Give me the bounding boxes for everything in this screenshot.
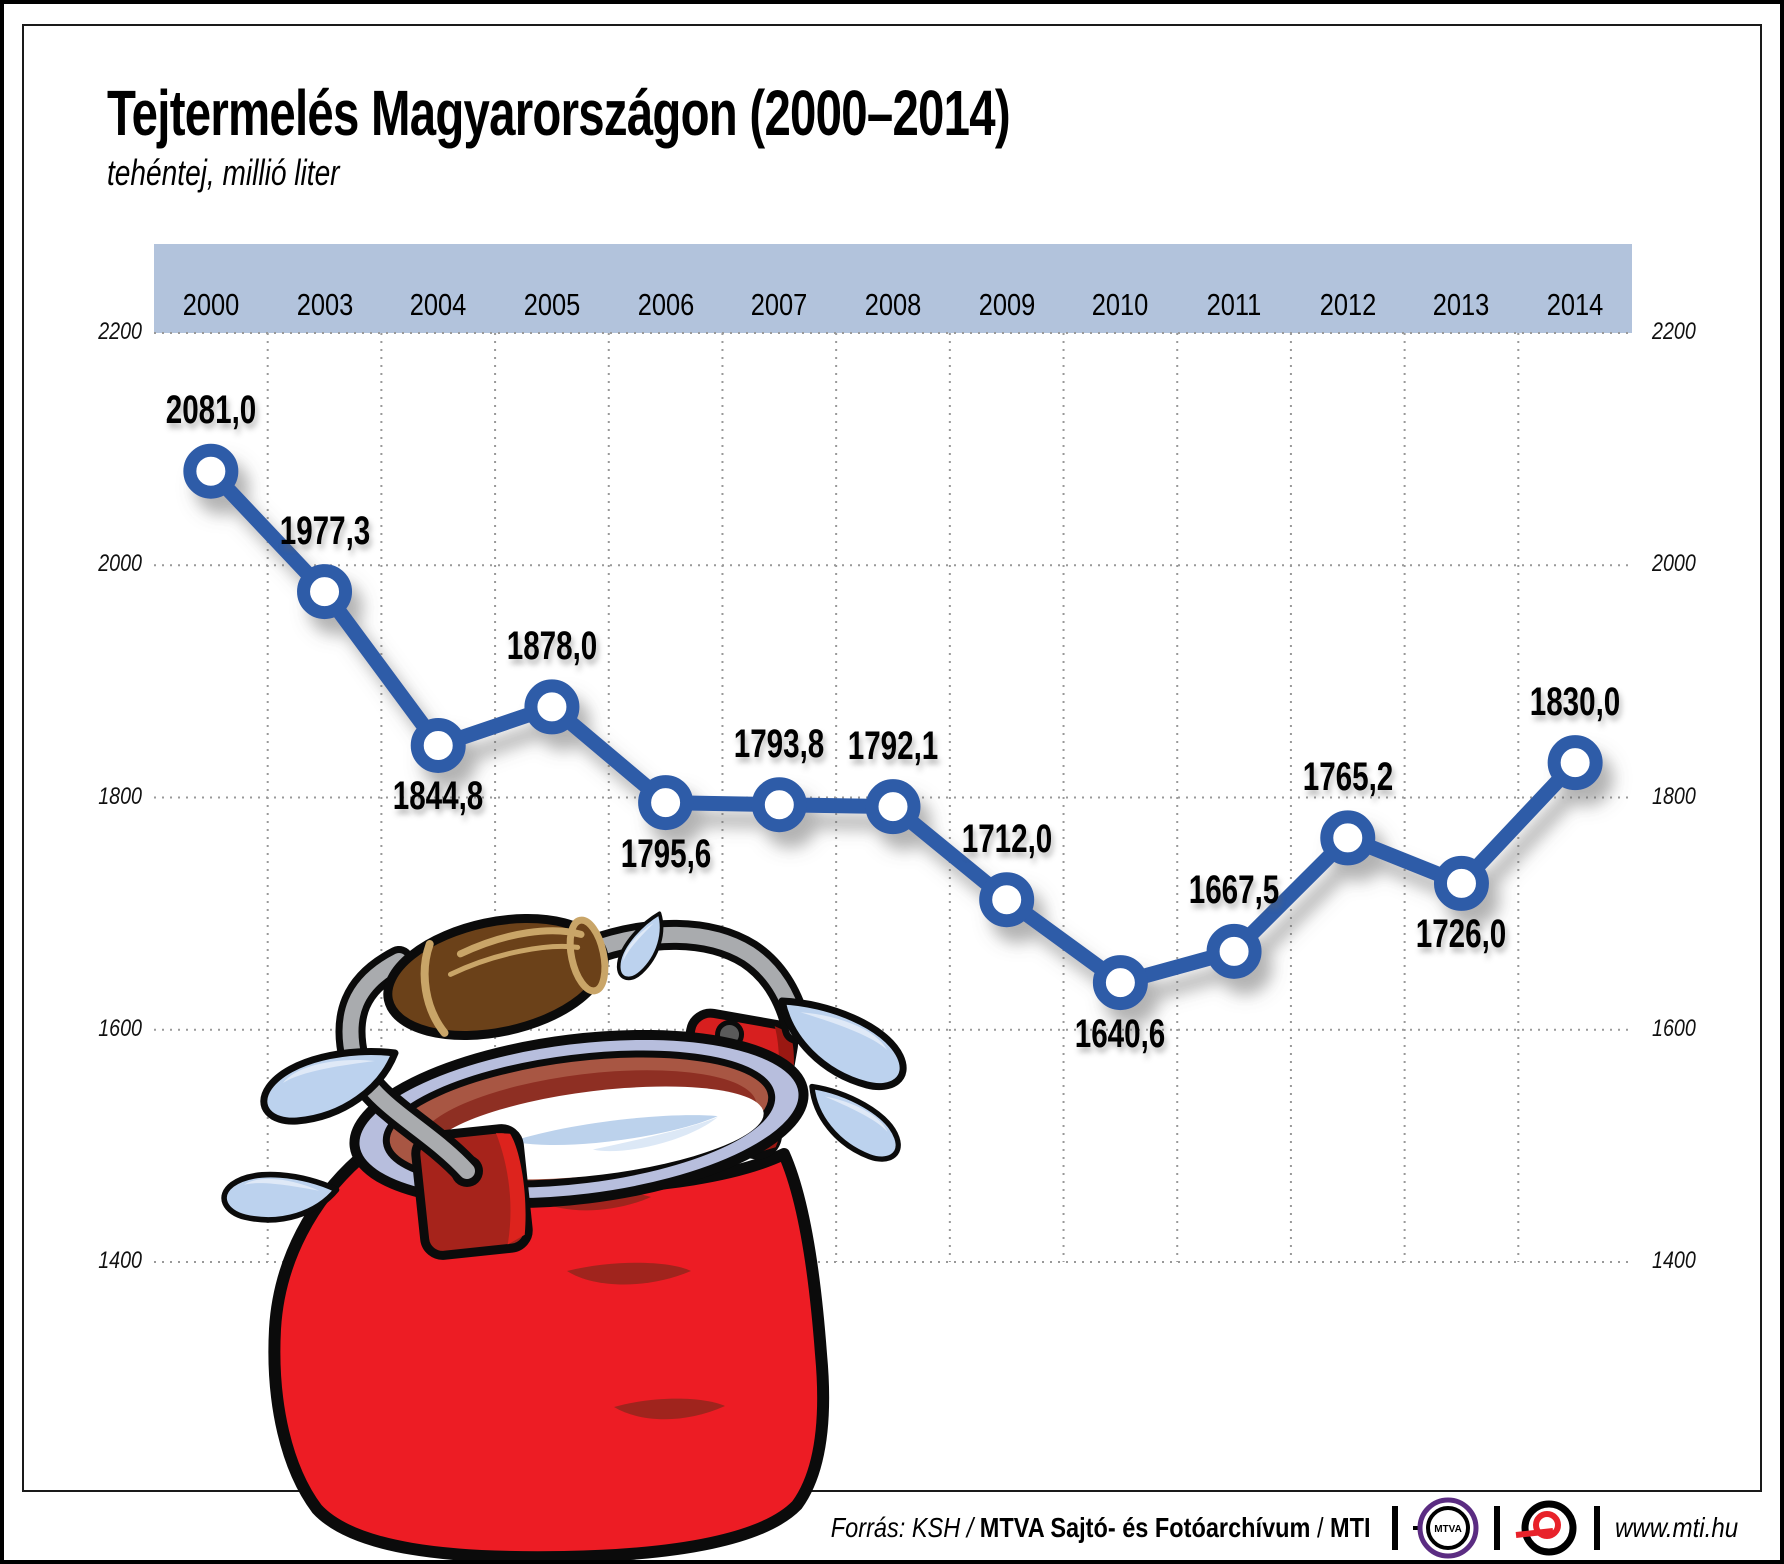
- mtva-logo-text: MTVA: [1434, 1524, 1462, 1535]
- can-body: [268, 1148, 830, 1560]
- footer-divider-bar: [1593, 1506, 1600, 1550]
- mti-logo-icon: [1515, 1500, 1577, 1556]
- page-title: Tejtermelés Magyarországon (2000–2014): [107, 77, 1011, 149]
- source-separator-1: /: [967, 1512, 974, 1543]
- chart-frame: [22, 24, 1762, 1492]
- data-series: [183, 443, 1603, 1011]
- milk-drops: [221, 911, 907, 1223]
- website-text: www.mti.hu: [1614, 1512, 1738, 1543]
- source-separator-2: /: [1317, 1512, 1324, 1543]
- source-text: Forrás: KSH / MTVA Sajtó- és Fotóarchívu…: [831, 1512, 1371, 1544]
- year-header-band: [154, 244, 1632, 333]
- source-prefix: Forrás: KSH: [831, 1512, 961, 1543]
- mtva-logo-icon: MTVA: [1412, 1497, 1479, 1559]
- page-subtitle: tehéntej, millió liter: [107, 152, 340, 193]
- line-chart: [154, 332, 1632, 1263]
- footer-divider-bar: [1391, 1506, 1398, 1550]
- source-agency: MTI: [1330, 1512, 1371, 1543]
- milk-can-illustration: [221, 911, 907, 1560]
- footer-divider-bar: [1493, 1506, 1500, 1550]
- footer-credits: Forrás: KSH / MTVA Sajtó- és Fotóarchívu…: [728, 1496, 1758, 1560]
- wooden-grip: [383, 914, 609, 1040]
- source-archive: MTVA Sajtó- és Fotóarchívum: [980, 1512, 1311, 1543]
